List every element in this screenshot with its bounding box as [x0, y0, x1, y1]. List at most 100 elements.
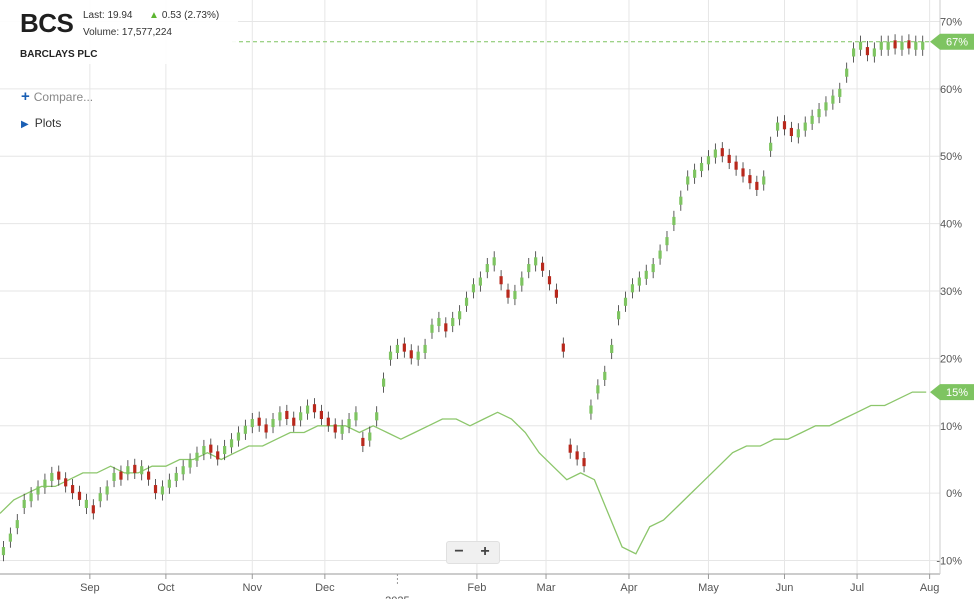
compare-label: Compare... [33, 90, 94, 104]
candle-body [50, 472, 54, 482]
candle-body [250, 419, 254, 428]
candle [865, 41, 870, 62]
candle-body [693, 169, 697, 178]
candle [8, 527, 12, 548]
plots-button[interactable]: ▶ Plots [21, 116, 61, 130]
zoom-in-button[interactable]: + [480, 543, 490, 560]
candle [147, 465, 151, 486]
candle [817, 103, 821, 124]
candle [319, 404, 323, 426]
candle [907, 34, 911, 55]
candle-body [596, 385, 600, 394]
compare-button[interactable]: + Compare... [21, 88, 93, 105]
candle-body [713, 149, 717, 158]
candle [299, 406, 303, 427]
candle [644, 264, 648, 285]
x-tick-label: May [698, 582, 719, 594]
candle [105, 480, 109, 501]
price-badge-text: 67% [946, 37, 968, 49]
candle-body [893, 40, 897, 49]
candle-body [568, 444, 572, 453]
candle-body [216, 451, 220, 460]
candle [229, 433, 234, 454]
candle-body [637, 277, 641, 286]
candle-body [900, 41, 904, 50]
candle [762, 170, 766, 191]
candle-body [229, 439, 234, 448]
x-tick-label: Apr [620, 582, 637, 594]
candle-body [554, 289, 558, 298]
candle [409, 344, 413, 365]
candle-body [361, 437, 365, 446]
x-tick-label: Jul [850, 582, 864, 594]
candle-body [706, 156, 711, 165]
candle-body [540, 262, 545, 271]
candle [174, 466, 178, 488]
candle-body [665, 237, 669, 246]
candle [810, 109, 814, 130]
candle [437, 311, 441, 333]
candle [423, 338, 427, 360]
candle-body [886, 41, 890, 50]
candle-body [872, 48, 876, 57]
candle-body [347, 419, 351, 428]
candle [216, 445, 220, 466]
candle [824, 96, 828, 117]
x-tick-label: Nov [242, 582, 262, 594]
candle [285, 404, 289, 426]
candle [430, 318, 434, 339]
candle-body [775, 122, 780, 131]
candle [637, 271, 641, 292]
x-tick-label: Aug [920, 582, 940, 594]
candle [188, 453, 192, 474]
candle [347, 412, 351, 434]
quote-panel: BCS Last: 19.94 ▲ 0.53 (2.73%) Volume: 17… [0, 0, 238, 64]
candle [464, 291, 469, 312]
candle-body [437, 317, 441, 327]
candle [236, 426, 241, 447]
zoom-out-button[interactable]: − [454, 543, 464, 560]
candle-body [464, 297, 469, 306]
price-badge-shape [930, 33, 974, 50]
candle-body [8, 533, 12, 542]
candle-body [527, 264, 531, 273]
candle-body [29, 493, 33, 502]
candle-body [1, 547, 6, 556]
candle [748, 169, 752, 190]
candle [368, 426, 372, 447]
candle-body [603, 371, 607, 380]
candle [271, 412, 275, 434]
price-change-value: 0.53 (2.73%) [161, 10, 220, 21]
candle [91, 499, 95, 520]
candle [589, 399, 593, 420]
candle [665, 231, 669, 252]
candle-body [43, 479, 47, 488]
candle-body [845, 68, 849, 77]
candle [554, 283, 558, 304]
candle-body [865, 47, 870, 56]
candle [1, 540, 6, 562]
candle-body [243, 425, 247, 434]
candle [699, 156, 704, 178]
candle [264, 418, 268, 439]
price-badge: 67% [930, 33, 974, 50]
candle [119, 465, 123, 486]
candle [782, 115, 787, 136]
candle-body [679, 196, 683, 205]
candle-body [796, 129, 800, 138]
candle-body [824, 102, 828, 111]
candle-body [64, 478, 68, 487]
last-price: Last: 19.94 [83, 10, 133, 21]
benchmark-badge-text: 15% [946, 387, 968, 399]
candle [202, 439, 206, 461]
candle [209, 438, 213, 459]
candle-body [188, 459, 192, 468]
y-tick-label: 10% [940, 421, 962, 433]
y-tick-label: 50% [940, 151, 962, 163]
plots-label: Plots [34, 116, 62, 130]
candle [686, 170, 690, 191]
year-label: 2025 [385, 595, 409, 599]
candle [167, 473, 171, 494]
candle-body [416, 351, 420, 360]
